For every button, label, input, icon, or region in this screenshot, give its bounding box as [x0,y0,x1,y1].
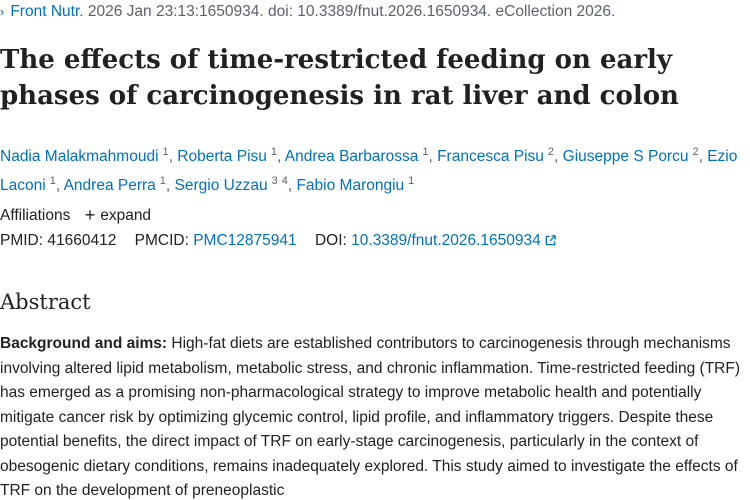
article-title: The effects of time-restricted feeding o… [0,45,679,111]
affiliation-number[interactable]: 1 [270,146,278,158]
author-link[interactable]: Ezio Laconi 1 [0,148,737,194]
identifiers-row: PMID: 41660412 PMCID: PMC12875941 DOI: 1… [0,232,556,250]
affiliation-refs: 1 [271,146,277,158]
author-separator: , [698,148,708,165]
affiliation-number[interactable]: 1 [408,175,415,187]
expand-label: expand [100,207,152,224]
abstract-text: Background and aims: High-fat diets are … [0,332,748,500]
doi-link[interactable]: 10.3389/fnut.2026.1650934 [351,232,556,249]
affiliation-refs: 1 [408,175,414,187]
author-separator: , [554,148,563,165]
affiliation-number[interactable]: 1 [162,146,169,158]
author-link[interactable]: Sergio Uzzau 3 4 [174,175,288,194]
pmcid-label: PMCID: [134,232,189,249]
abstract-section-text: High-fat diets are established contribut… [0,335,740,499]
author-separator: , [55,177,64,194]
doi-label: DOI: [314,232,347,249]
author-name: Andrea Barbarossa [284,148,419,165]
author-link[interactable]: Andrea Barbarossa 1 [284,146,429,165]
author-name: Nadia Malakmahmoudi [0,148,159,165]
author-link[interactable]: Fabio Marongiu 1 [296,175,414,194]
affiliation-refs: 1 [163,146,169,158]
affiliation-refs: 2 [548,146,554,158]
abstract-section-label: Background and aims: [0,335,168,352]
author-separator: , [165,177,175,194]
author-link[interactable]: Francesca Pisu 2 [437,146,554,165]
author-separator: , [277,148,285,165]
affiliation-number[interactable]: 4 [281,175,288,187]
author-link[interactable]: Andrea Perra 1 [63,175,166,194]
affiliation-number[interactable]: 1 [422,146,429,158]
affiliation-refs: 2 [692,146,698,158]
chevron-right-icon[interactable]: › [0,4,5,19]
expand-affiliations-button[interactable]: + expand [84,205,152,225]
author-name: Francesca Pisu [437,148,544,165]
citation-line: › Front Nutr. 2026 Jan 23:13:1650934. doi… [0,3,615,21]
affiliation-number[interactable]: 2 [692,146,699,158]
author-separator: , [287,177,297,194]
author-name: Giuseppe S Porcu [562,148,689,165]
author-name: Sergio Uzzau [174,177,268,194]
affiliation-number[interactable]: 1 [49,175,56,187]
affiliation-number[interactable]: 2 [547,146,555,158]
author-separator: , [168,148,178,165]
author-list: Nadia Malakmahmoudi 1, Roberta Pisu 1, And… [0,140,740,198]
affiliation-number[interactable]: 3 [271,175,278,187]
author-name: Fabio Marongiu [296,177,405,194]
author-name: Roberta Pisu [177,148,267,165]
author-link[interactable]: Giuseppe S Porcu 2 [562,146,699,165]
author-name: Andrea Perra [63,177,156,194]
author-link[interactable]: Roberta Pisu 1 [177,146,277,165]
author-separator: , [428,148,438,165]
affiliation-refs: 1 [50,175,56,187]
pmid-label: PMID: [0,232,44,249]
plus-icon: + [84,205,96,225]
affiliation-refs: 1 [422,146,428,158]
journal-link[interactable]: Front Nutr. [10,3,84,20]
external-link-icon [545,235,556,246]
affiliation-number[interactable]: 1 [159,175,166,187]
citation-details: 2026 Jan 23:13:1650934. doi: 10.3389/fnu… [87,3,616,20]
doi-value: 10.3389/fnut.2026.1650934 [351,232,541,249]
pmid-value: 41660412 [47,232,117,249]
abstract-heading: Abstract [0,290,91,314]
author-name: Ezio Laconi [0,148,738,194]
affiliation-refs: 1 [160,175,166,187]
affiliations-label: Affiliations [0,207,71,224]
affiliations-row: Affiliations + expand [0,204,151,225]
author-link[interactable]: Nadia Malakmahmoudi 1 [0,146,169,165]
pmcid-link[interactable]: PMC12875941 [193,232,297,249]
